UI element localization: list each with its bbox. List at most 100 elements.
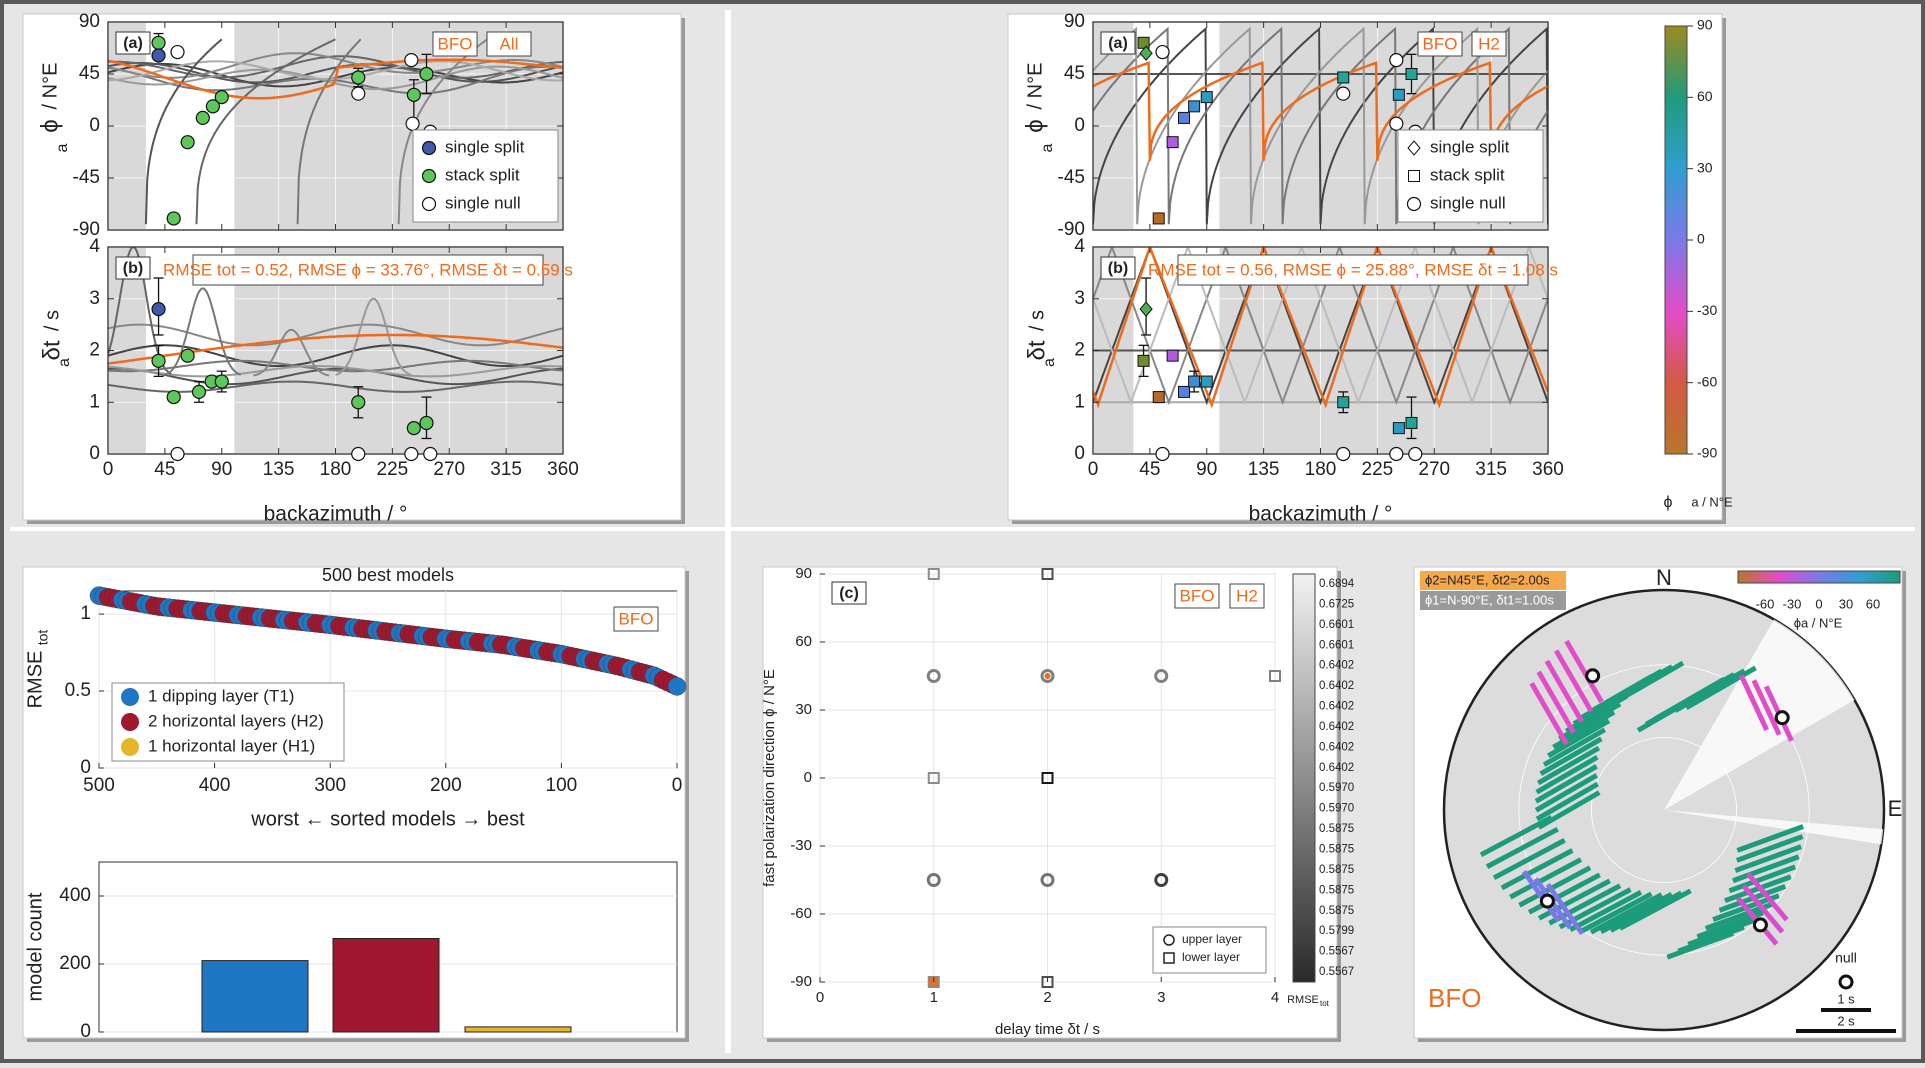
scale-2s-label: 2 s <box>1837 1013 1855 1028</box>
square-marker <box>1178 111 1190 124</box>
split-bar <box>1734 844 1802 873</box>
y-tick-label: 0 <box>80 1021 91 1042</box>
split-bar <box>1500 848 1574 891</box>
phi-ylabel: ϕ <box>36 119 63 132</box>
split-bar <box>1535 755 1599 795</box>
x-tick-label: 225 <box>377 459 409 480</box>
legend-marker <box>421 168 437 184</box>
colorbar-tick-label: -30 <box>1697 302 1717 318</box>
lower-layer-marker <box>1269 670 1281 682</box>
square-marker <box>1392 422 1405 435</box>
split-bar <box>1537 745 1601 786</box>
model-curve <box>144 38 223 225</box>
y-tick-label: 3 <box>89 288 100 309</box>
model-curve <box>108 365 563 378</box>
colorbar-tick-label: 0.5970 <box>1319 803 1354 815</box>
colorbar-tick-label: 0.5567 <box>1319 966 1354 978</box>
null-legend-marker <box>1838 974 1854 990</box>
y-tick-label: 45 <box>1064 63 1085 84</box>
split-bar <box>1537 790 1601 830</box>
square-marker <box>1200 91 1213 104</box>
square-marker <box>1137 354 1150 367</box>
y-tick-label: 400 <box>59 885 91 906</box>
colorbar-tick-label: 0.5970 <box>1319 782 1354 794</box>
single-split-marker <box>151 302 166 317</box>
split-bar <box>1579 891 1653 934</box>
colorbar-tick-label: 60 <box>1697 88 1713 104</box>
x-tick-label: 180 <box>320 459 352 480</box>
y-axis-label: model count <box>24 892 46 1001</box>
single-split-marker <box>151 48 166 63</box>
split-bar <box>1751 679 1782 736</box>
rmse-annotation: RMSE tot = 0.56, RMSE ϕ = 25.88°, RMSE δ… <box>1148 260 1558 279</box>
null-marker <box>1774 710 1790 726</box>
bar <box>201 960 309 1033</box>
y-tick-label: 90 <box>79 11 100 32</box>
horizontal-divider <box>10 527 1915 531</box>
x-tick-label: 270 <box>1418 459 1450 480</box>
model-curve <box>108 380 563 393</box>
inclination-ring <box>1518 664 1810 956</box>
panel-label-box <box>831 581 867 605</box>
panel-label-box <box>1100 31 1136 55</box>
colorbar-tick-label: 0.5875 <box>1319 823 1354 835</box>
grid-tag-model: H2 <box>1236 586 1258 605</box>
y-tick-label: 0 <box>89 443 100 464</box>
stereo-colorbar-tick: -30 <box>1783 596 1802 611</box>
x-axis-label: delay time δt / s <box>995 1021 1100 1038</box>
dt-ylabel: δt <box>1023 340 1050 360</box>
circle-marker <box>1389 53 1404 68</box>
diamond-marker <box>1139 301 1153 317</box>
circle-marker <box>1336 446 1351 462</box>
y-tick-label: 0 <box>1074 115 1085 136</box>
legend-entry: single null <box>445 193 521 212</box>
grid-tag-model-box <box>1229 583 1265 609</box>
model-curve <box>108 62 563 84</box>
split-bar <box>1485 826 1559 869</box>
y-tick-label: 1 <box>89 391 100 412</box>
x-tick-label: 135 <box>263 459 295 480</box>
panel-label: (b) <box>123 260 143 277</box>
stereo-colorbar-tick: 60 <box>1866 596 1880 611</box>
square-marker <box>1337 396 1350 409</box>
group-grid-search: 0 1 2 3 4 -90 -60 -30 0 30 60 90 delay time δt / s fa… <box>761 565 1355 1038</box>
legend-marker <box>1408 170 1420 182</box>
split-bar <box>1687 918 1755 947</box>
colorbar-tick-label: 0 <box>1697 231 1705 247</box>
legend-entry: lower layer <box>1182 950 1240 964</box>
square-marker <box>1405 416 1418 429</box>
panel-label-box <box>115 256 151 280</box>
stereo-colorbar <box>1737 570 1901 584</box>
panel-label: (a) <box>123 35 143 52</box>
square-marker <box>1137 36 1150 49</box>
split-bar <box>1621 660 1685 701</box>
vertical-divider <box>725 10 731 1053</box>
split-bar <box>1529 682 1569 746</box>
y-tick-label: 2 <box>89 340 100 361</box>
x-tick-label: 0 <box>816 989 824 1006</box>
colorbar-tick-label: 0.6601 <box>1319 619 1354 631</box>
split-bar <box>1569 890 1643 933</box>
x-tick-label: 400 <box>199 775 231 796</box>
y-tick-label: -30 <box>790 837 812 854</box>
null-marker <box>1539 893 1555 909</box>
colorbar-tick-label: 0.5875 <box>1319 844 1354 856</box>
split-bar <box>1534 773 1598 813</box>
legend-marker <box>421 196 437 212</box>
stack-split-marker <box>214 374 229 389</box>
panel-label: (b) <box>1108 260 1128 277</box>
split-bar <box>1535 781 1599 822</box>
model-curve <box>108 367 563 386</box>
colorbar-tick-label: 0.5875 <box>1319 884 1354 896</box>
stack-split-marker <box>351 70 366 85</box>
station-label: BFO <box>1428 983 1481 1013</box>
legend-marker <box>121 688 139 706</box>
phi-colorbar: -90 -60 -30 0 30 60 90 ϕ a / N°E <box>1664 17 1733 512</box>
square-marker <box>1200 375 1213 388</box>
bar <box>464 1026 572 1033</box>
tag-model-box <box>1471 31 1507 57</box>
no-data-wedge <box>1664 810 1884 845</box>
group-left-top: -90 -45 0 45 90 ϕ a / N°E (a) BFO All single split s… <box>36 11 579 526</box>
model-curve <box>108 55 563 79</box>
x-tick-label: 360 <box>1532 459 1564 480</box>
